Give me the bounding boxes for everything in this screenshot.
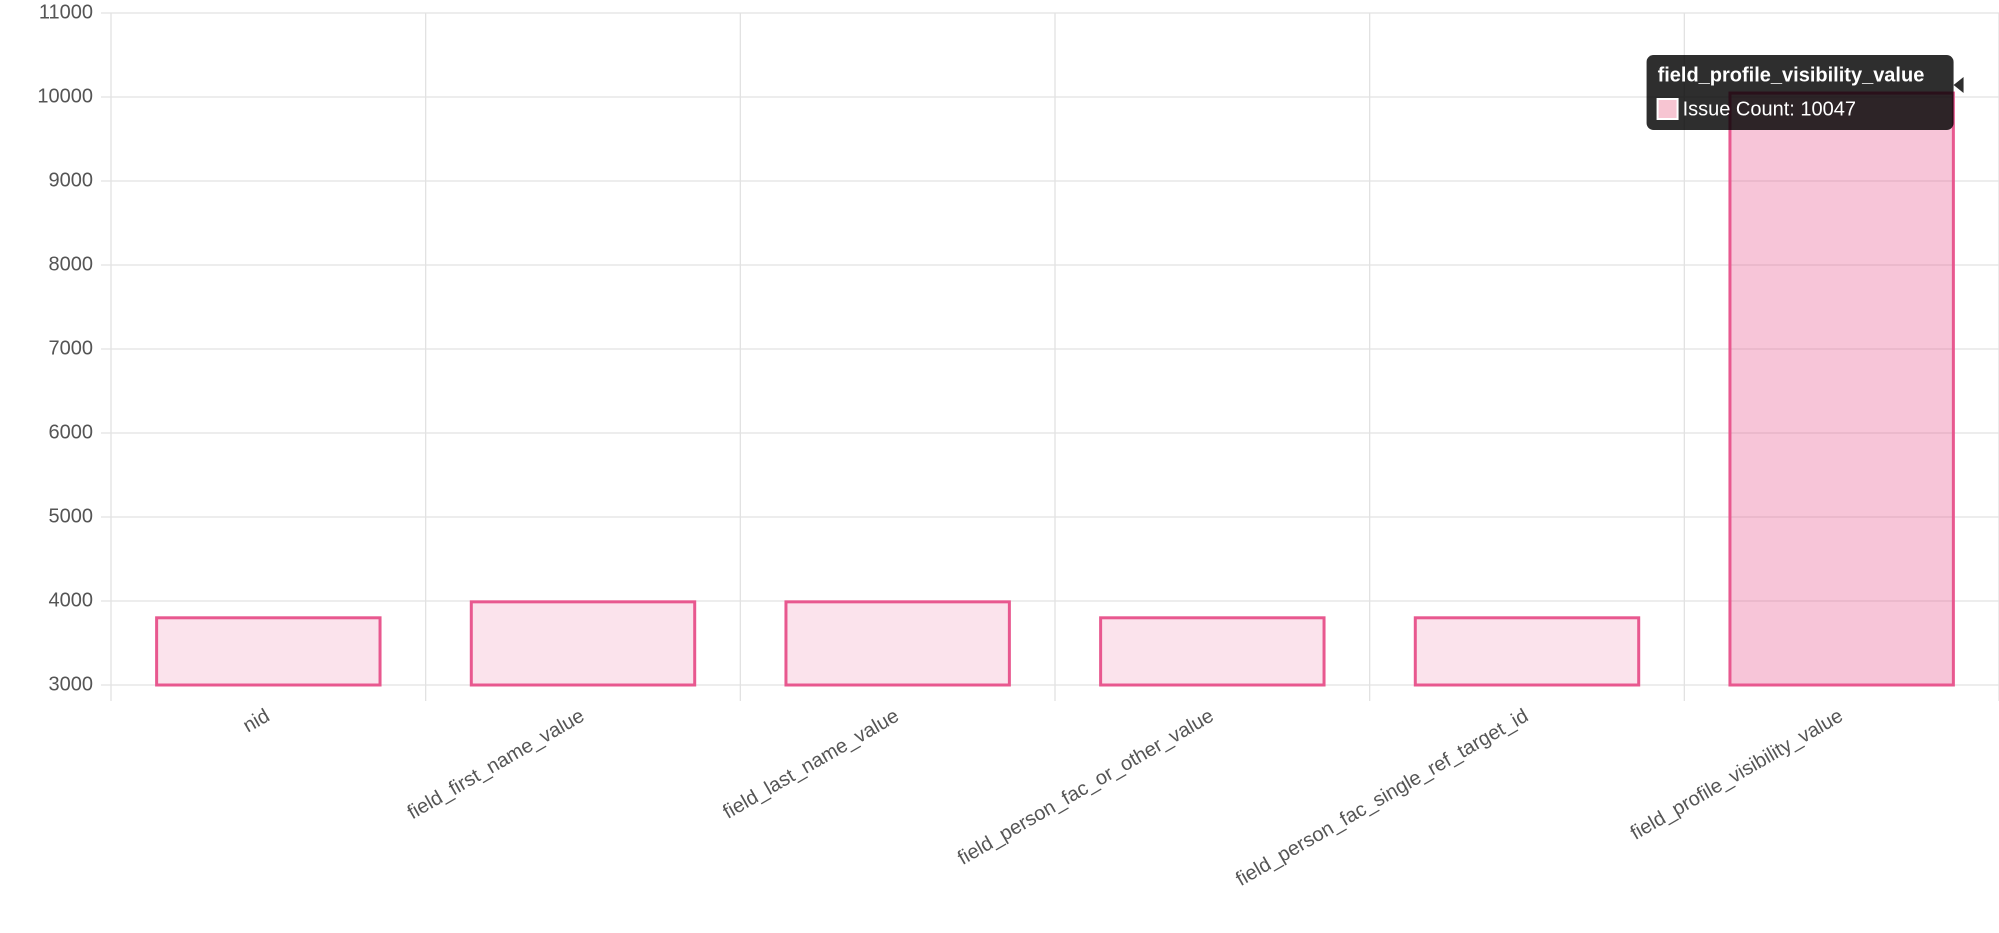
y-tick-label: 4000 (49, 589, 94, 611)
x-tick-label: field_profile_visibility_value (1627, 705, 1847, 845)
tooltip-label: Issue Count: 10047 (1683, 98, 1856, 120)
bar (155, 616, 382, 687)
x-tick-label: field_last_name_value (719, 705, 902, 824)
y-tick-label: 11000 (39, 1, 93, 23)
bar (469, 600, 697, 687)
y-tick-label: 3000 (49, 673, 94, 695)
tooltip-caret (1953, 77, 1964, 93)
x-tick-label: nid (239, 705, 273, 737)
tooltip-swatch (1656, 98, 1679, 120)
x-tick-label: field_person_fac_single_ref_target_id (1232, 705, 1532, 891)
tooltip-box (1646, 55, 1954, 130)
bar (784, 600, 1011, 687)
y-tick-label: 7000 (49, 337, 94, 359)
bar (1728, 91, 1955, 687)
y-tick-label: 10000 (37, 85, 93, 107)
x-tick-label: field_person_fac_or_other_value (954, 705, 1217, 870)
bar (1413, 616, 1641, 687)
x-tick-label: field_first_name_value (404, 705, 588, 824)
tooltip: field_profile_visibility_value Issue Coun… (1646, 55, 1964, 130)
y-tick-label: 9000 (49, 169, 94, 191)
bar (1099, 616, 1326, 687)
y-tick-label: 5000 (49, 505, 94, 527)
y-tick-label: 6000 (49, 421, 94, 443)
tooltip-title: field_profile_visibility_value (1658, 64, 1925, 86)
y-tick-label: 8000 (49, 253, 94, 275)
